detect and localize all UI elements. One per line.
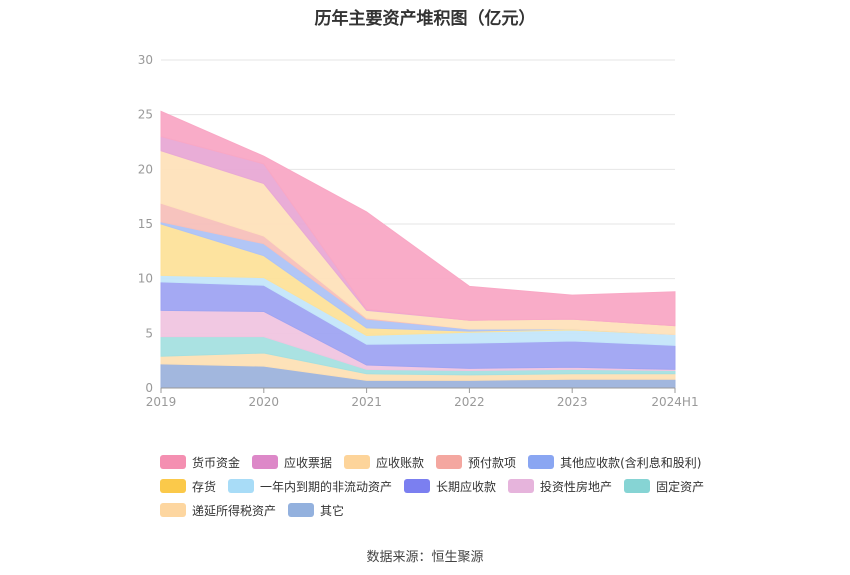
legend-swatch bbox=[228, 479, 255, 493]
legend-swatch bbox=[160, 503, 186, 517]
area-series bbox=[160, 110, 676, 327]
legend-label: 长期应收款 bbox=[436, 479, 497, 494]
legend-item[interactable]: 长期应收款 bbox=[404, 478, 496, 495]
legend-row-2: 存货 一年内到期的非流动资产 长期应收款 投资性房地产 固定资产 bbox=[160, 474, 720, 498]
legend-item[interactable]: 固定资产 bbox=[624, 478, 704, 495]
legend-item[interactable]: 一年内到期的非流动资产 bbox=[228, 478, 392, 495]
legend-swatch bbox=[252, 455, 279, 469]
legend-item[interactable]: 其它 bbox=[288, 502, 344, 519]
legend-swatch bbox=[404, 479, 431, 493]
x-tick-label: 2019 bbox=[146, 395, 177, 409]
x-tick-label: 2021 bbox=[351, 395, 382, 409]
legend-label: 应收账款 bbox=[376, 455, 425, 470]
y-tick-label: 0 bbox=[145, 381, 153, 395]
legend-swatch bbox=[160, 479, 186, 493]
chart-title: 历年主要资产堆积图（亿元） bbox=[314, 9, 536, 29]
legend-label: 预付款项 bbox=[468, 455, 517, 470]
legend-swatch bbox=[160, 455, 186, 469]
legend-swatch bbox=[508, 479, 535, 493]
y-tick-label: 15 bbox=[138, 217, 153, 231]
legend-item[interactable]: 投资性房地产 bbox=[508, 478, 612, 495]
legend-item[interactable]: 其他应收款(含利息和股利) bbox=[528, 454, 701, 471]
legend-label: 其他应收款(含利息和股利) bbox=[560, 455, 702, 470]
legend-item[interactable]: 货币资金 bbox=[160, 454, 240, 471]
legend-label: 其它 bbox=[320, 503, 345, 518]
legend-swatch bbox=[528, 455, 555, 469]
y-tick-label: 30 bbox=[138, 53, 153, 67]
legend-label: 一年内到期的非流动资产 bbox=[260, 479, 393, 494]
legend-item[interactable]: 预付款项 bbox=[436, 454, 516, 471]
legend-label: 固定资产 bbox=[656, 479, 705, 494]
legend-item[interactable]: 递延所得税资产 bbox=[160, 502, 276, 519]
x-tick-label: 2020 bbox=[249, 395, 280, 409]
legend-swatch bbox=[344, 455, 371, 469]
chart-legend: 货币资金 应收票据 应收账款 预付款项 其他应收款(含利息和股利) 存货 一年内到期的非流… bbox=[160, 450, 720, 522]
y-tick-label: 20 bbox=[138, 162, 153, 176]
legend-item[interactable]: 存货 bbox=[160, 478, 216, 495]
legend-label: 应收票据 bbox=[284, 455, 333, 470]
legend-row-3: 递延所得税资产 其它 bbox=[160, 498, 720, 522]
y-tick-label: 5 bbox=[145, 326, 153, 340]
y-tick-label: 25 bbox=[138, 108, 153, 122]
x-tick-label: 2024H1 bbox=[651, 395, 698, 409]
legend-item[interactable]: 应收账款 bbox=[344, 454, 424, 471]
x-tick-label: 2023 bbox=[557, 395, 588, 409]
legend-label: 投资性房地产 bbox=[540, 479, 613, 494]
y-tick-label: 10 bbox=[138, 272, 153, 286]
legend-label: 货币资金 bbox=[192, 455, 241, 470]
legend-item[interactable]: 应收票据 bbox=[252, 454, 332, 471]
legend-swatch bbox=[624, 479, 651, 493]
stacked-area-chart: 0 5 10 15 20 25 30 2019 2020 2021 2022 2023 2024H1 bbox=[138, 53, 699, 409]
legend-swatch bbox=[288, 503, 315, 517]
legend-label: 递延所得税资产 bbox=[192, 503, 277, 518]
legend-swatch bbox=[436, 455, 463, 469]
data-source: 数据来源：恒生聚源 bbox=[366, 550, 484, 565]
legend-label: 存货 bbox=[192, 479, 217, 494]
legend-row-1: 货币资金 应收票据 应收账款 预付款项 其他应收款(含利息和股利) bbox=[160, 450, 720, 474]
x-tick-label: 2022 bbox=[454, 395, 485, 409]
